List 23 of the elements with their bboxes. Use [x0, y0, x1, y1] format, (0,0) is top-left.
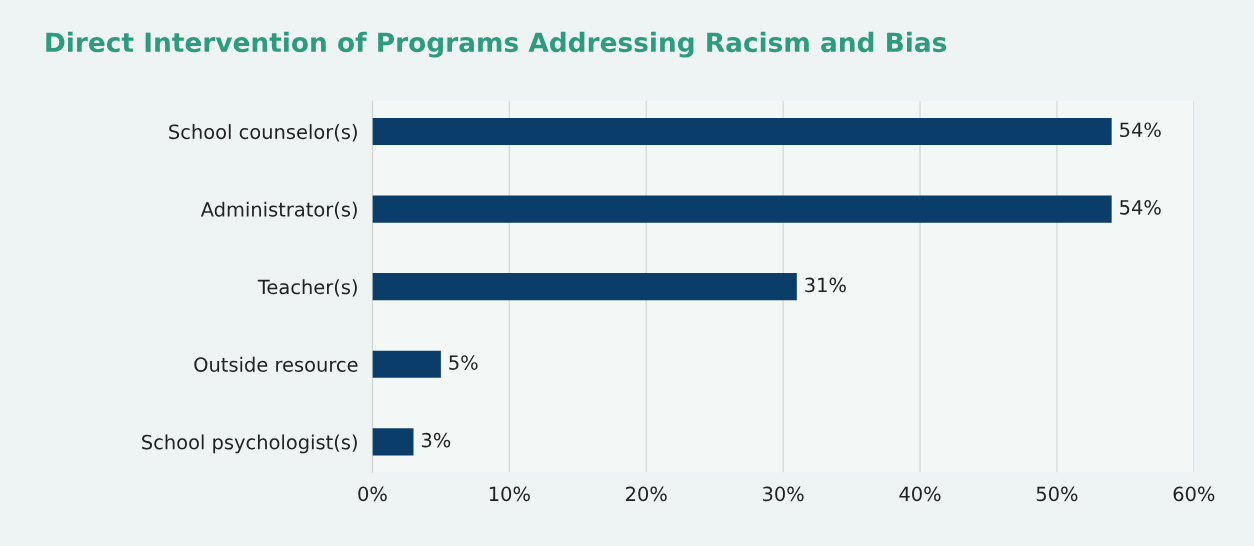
y-tick-label: Outside resource: [194, 356, 358, 372]
data-label: 31%: [805, 277, 846, 293]
data-label: 54%: [1120, 199, 1161, 215]
bar: [372, 350, 441, 378]
y-tick-label: School psychologist(s): [142, 434, 357, 454]
y-tick-label: School counselor(s): [169, 124, 357, 142]
x-tick-label: 0%: [358, 486, 387, 502]
x-tick-label: 10%: [489, 486, 530, 502]
x-tick-label: 40%: [899, 486, 941, 502]
bar: [372, 117, 1112, 146]
x-tick-label: 50%: [1036, 486, 1078, 502]
bar: [372, 195, 1112, 223]
y-tick-label: Teacher(s): [257, 279, 357, 297]
data-label: 54%: [1120, 122, 1161, 138]
y-tick-label: Administrator(s): [200, 201, 357, 220]
data-label: 5%: [449, 355, 478, 370]
x-tick-label: 20%: [626, 486, 667, 502]
x-tick-label: 30%: [763, 486, 804, 502]
bar: [372, 428, 414, 456]
data-label: 3%: [421, 432, 451, 448]
bar: [372, 273, 797, 301]
chart-title: Direct Intervention of Programs Addressing Racism and Bias: [46, 31, 947, 58]
x-tick-label: 60%: [1173, 486, 1215, 502]
